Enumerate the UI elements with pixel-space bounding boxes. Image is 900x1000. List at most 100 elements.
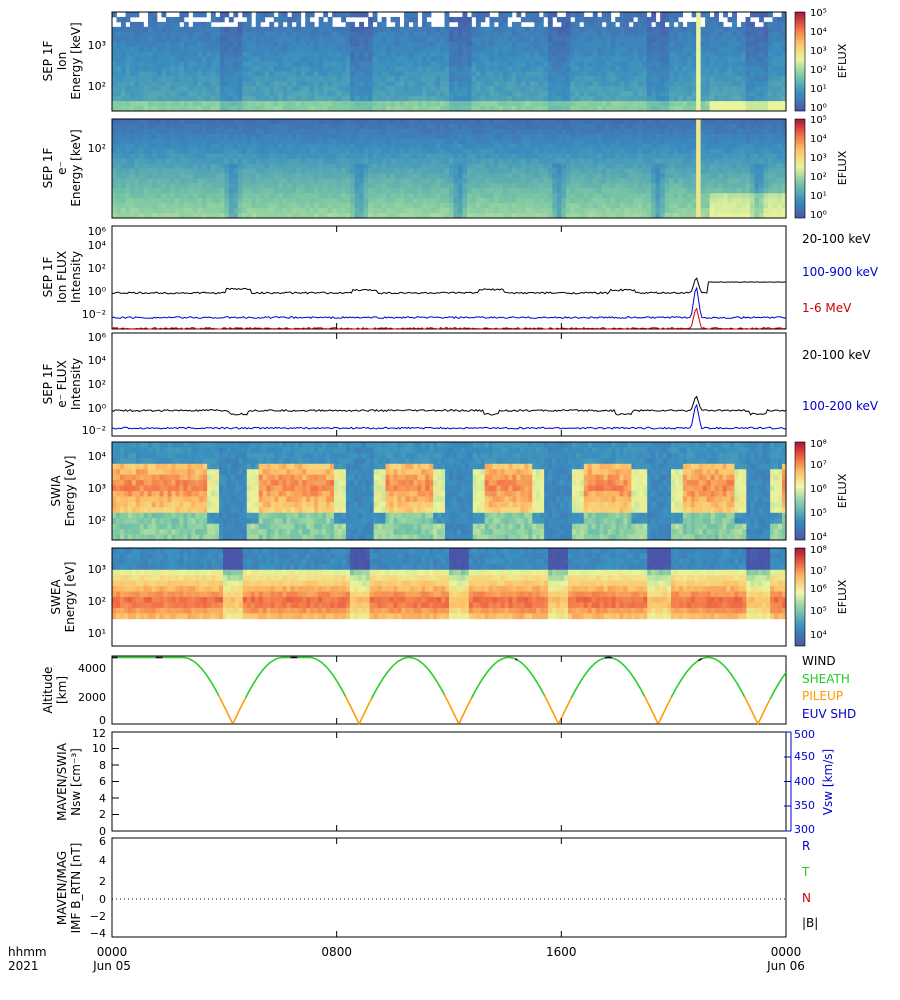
altitude-segment [453,714,457,718]
altitude-segment [626,668,630,672]
sep-electron-flux-ylabel-3: Intensity [69,358,83,410]
altitude-segment [447,701,450,705]
altitude-segment [561,713,565,717]
sep-electron-cbar-label: EFLUX [836,150,849,185]
altitude-segment [648,704,651,708]
altitude-segment [486,670,489,673]
altitude-segment [329,670,332,673]
panel-sep-electron-flux: SEP 1F e⁻ FLUX Intensity 10⁻² 10⁰ 10² 10… [41,331,879,437]
altitude-segment [336,680,339,684]
altitude-segment [496,660,499,663]
sep-electron-ylabel-2: e⁻ [55,161,69,175]
altitude-segment [721,663,724,666]
altitude-segment [479,679,483,683]
altitude-segment [348,702,351,706]
altitude-segment [421,662,424,665]
altitude-segment [713,657,716,660]
altitude-segment [201,668,204,671]
altitude-segment [732,676,735,680]
altitude-segment [742,694,746,697]
swia-ylabel-1: SWIA [49,475,63,507]
altitude-segment [632,676,636,680]
altitude-segment [497,659,501,662]
altitude-segment [584,672,587,676]
altitude-segment [743,696,747,700]
sep-ion-cbar-tick: 10⁴ [810,27,827,38]
altitude-segment [576,684,579,688]
altitude-segment [353,714,357,718]
altitude-segment [463,709,467,713]
altitude-segment [669,696,673,700]
altitude-segment [597,659,600,662]
altitude-segment [662,710,666,714]
altitude-segment [200,667,203,670]
altitude-segment [192,660,195,663]
altitude-segment [424,665,428,668]
altitude-segment [370,696,374,700]
altitude-segment [531,674,534,677]
altitude-segment [642,693,646,697]
altitude-segment [222,703,226,707]
altitude-segment [369,698,373,702]
swia-moments-left-ticks [112,748,119,832]
altitude-segment [393,663,396,666]
mag-ytick: −2 [90,910,106,923]
altitude-segment [337,682,340,685]
altitude-segment [776,684,779,687]
altitude-segment [683,674,686,677]
altitude-segment [221,701,224,705]
altitude-segment [532,676,536,679]
altitude-segment [395,661,398,664]
swea-ytick: 10³ [88,563,106,576]
altitude-segment [332,675,336,678]
altitude-segment [695,660,698,663]
altitude-segment [643,695,647,699]
altitude-segment [460,716,464,720]
altitude-segment [501,657,504,660]
altitude-segment [577,683,580,686]
altitude-legend-wind: WIND [802,654,836,668]
swia-moments-ytick: 0 [99,825,106,838]
altitude-segment [257,674,260,677]
altitude-segment [593,662,596,665]
altitude-segment [630,673,633,676]
altitude-segment [361,714,365,718]
altitude-segment [440,688,443,692]
altitude-segment [223,706,227,710]
altitude-segment [450,707,454,711]
swea-ylabel-1: SWEA [49,579,63,615]
altitude-segment [249,686,253,690]
altitude-segment [651,711,655,715]
altitude-segment [346,698,349,702]
altitude-segment [543,695,547,699]
altitude-segment [616,658,618,661]
altitude-segment [458,720,461,724]
altitude-segment [317,659,320,662]
altitude-segment [733,678,737,682]
altitude-segment [775,685,778,689]
altitude-segment [422,663,425,666]
altitude-segment [441,690,445,694]
mag-ytick: 6 [99,835,106,848]
altitude-segment [273,658,276,661]
sep-ion-flux-ylabel-2: Ion FLUX [55,251,69,303]
altitude-segment [191,659,194,662]
altitude-segment [591,664,594,668]
altitude-segment [462,711,466,715]
altitude-segment [722,664,725,667]
altitude-segment [494,661,497,665]
altitude-segment [488,667,492,670]
altitude-segment [739,687,742,691]
swia-cbar-tick: 10⁸ [810,439,827,450]
altitude-segment [550,708,554,712]
altitude-segment [725,667,729,671]
altitude-segment [461,713,465,717]
mag-legend-n: N [802,891,811,905]
altitude-segment [246,693,249,696]
altitude-segment [429,670,432,674]
altitude-segment [672,690,676,694]
swia-moments-ytick: 2 [99,808,106,821]
altitude-segment [196,663,200,666]
altitude-segment [518,660,521,663]
altitude-segment [599,658,601,661]
